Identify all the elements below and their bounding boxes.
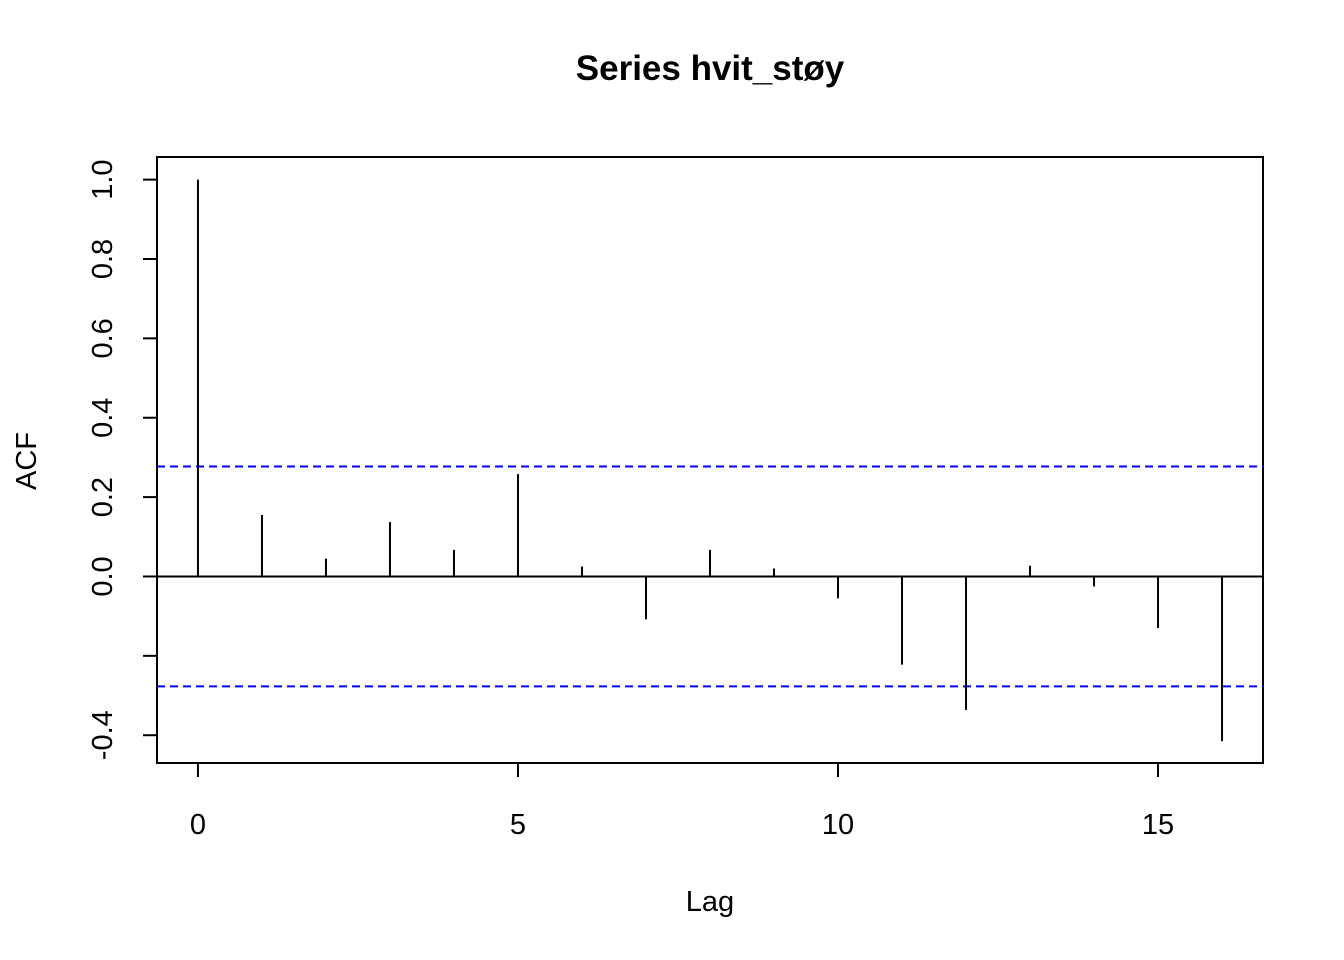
y-tick-label: -0.4 (87, 710, 119, 760)
y-tick-label: 0.4 (87, 398, 119, 438)
confidence-bounds (157, 465, 1263, 688)
acf-bars (196, 179, 1224, 742)
x-tick-label: 15 (1142, 809, 1174, 841)
x-tick-label: 0 (190, 809, 206, 841)
y-axis: -0.4 0.0 0.2 0.4 0.6 0.8 1.0 (87, 159, 158, 760)
x-axis-label: Lag (686, 886, 734, 918)
plot-frame (156, 156, 1264, 764)
y-axis-label: ACF (11, 432, 43, 490)
y-tick-label: 0.0 (87, 556, 119, 596)
x-axis: 0 5 10 15 (190, 762, 1174, 841)
y-tick-label: 0.8 (87, 239, 119, 279)
y-tick-label: 1.0 (87, 159, 119, 199)
x-tick-label: 5 (510, 809, 526, 841)
chart-title: Series hvit_støy (576, 49, 845, 88)
x-tick-label: 10 (822, 809, 854, 841)
y-tick-label: 0.6 (87, 318, 119, 358)
y-tick-label: 0.2 (87, 477, 119, 517)
